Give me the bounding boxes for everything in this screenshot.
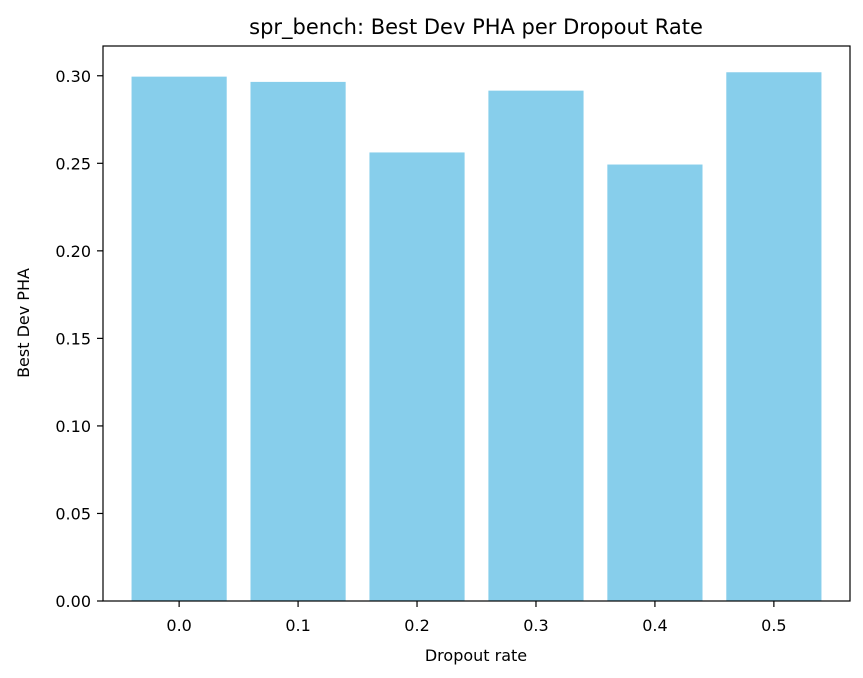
x-tick-label: 0.4 xyxy=(642,616,667,635)
y-tick-label: 0.20 xyxy=(55,242,91,261)
x-tick-label: 0.5 xyxy=(761,616,786,635)
y-axis-label: Best Dev PHA xyxy=(14,268,33,378)
y-tick-label: 0.00 xyxy=(55,592,91,611)
axes-frame xyxy=(102,45,851,602)
bar-0.5 xyxy=(726,72,822,601)
x-tick-label: 0.3 xyxy=(523,616,548,635)
x-axis-ticks: 0.0 0.1 0.2 0.3 0.4 0.5 xyxy=(166,601,787,635)
x-tick-label: 0.1 xyxy=(285,616,310,635)
x-axis-label: Dropout rate xyxy=(425,646,527,665)
x-tick-label: 0.0 xyxy=(166,616,191,635)
y-axis-ticks: 0.00 0.05 0.10 0.15 0.20 0.25 0.30 xyxy=(55,67,103,611)
y-tick-label: 0.30 xyxy=(55,67,91,86)
y-tick-label: 0.25 xyxy=(55,154,91,173)
y-tick-label: 0.15 xyxy=(55,329,91,348)
bar-0.1 xyxy=(250,81,346,601)
bar-0.4 xyxy=(607,164,703,602)
y-tick-label: 0.10 xyxy=(55,417,91,436)
x-tick-label: 0.2 xyxy=(404,616,429,635)
bar-0.0 xyxy=(131,76,227,602)
bar-0.2 xyxy=(369,152,465,602)
chart-title: spr_bench: Best Dev PHA per Dropout Rate xyxy=(249,15,703,40)
y-tick-label: 0.05 xyxy=(55,504,91,523)
bar-0.3 xyxy=(488,90,584,601)
bars-group xyxy=(131,72,822,602)
